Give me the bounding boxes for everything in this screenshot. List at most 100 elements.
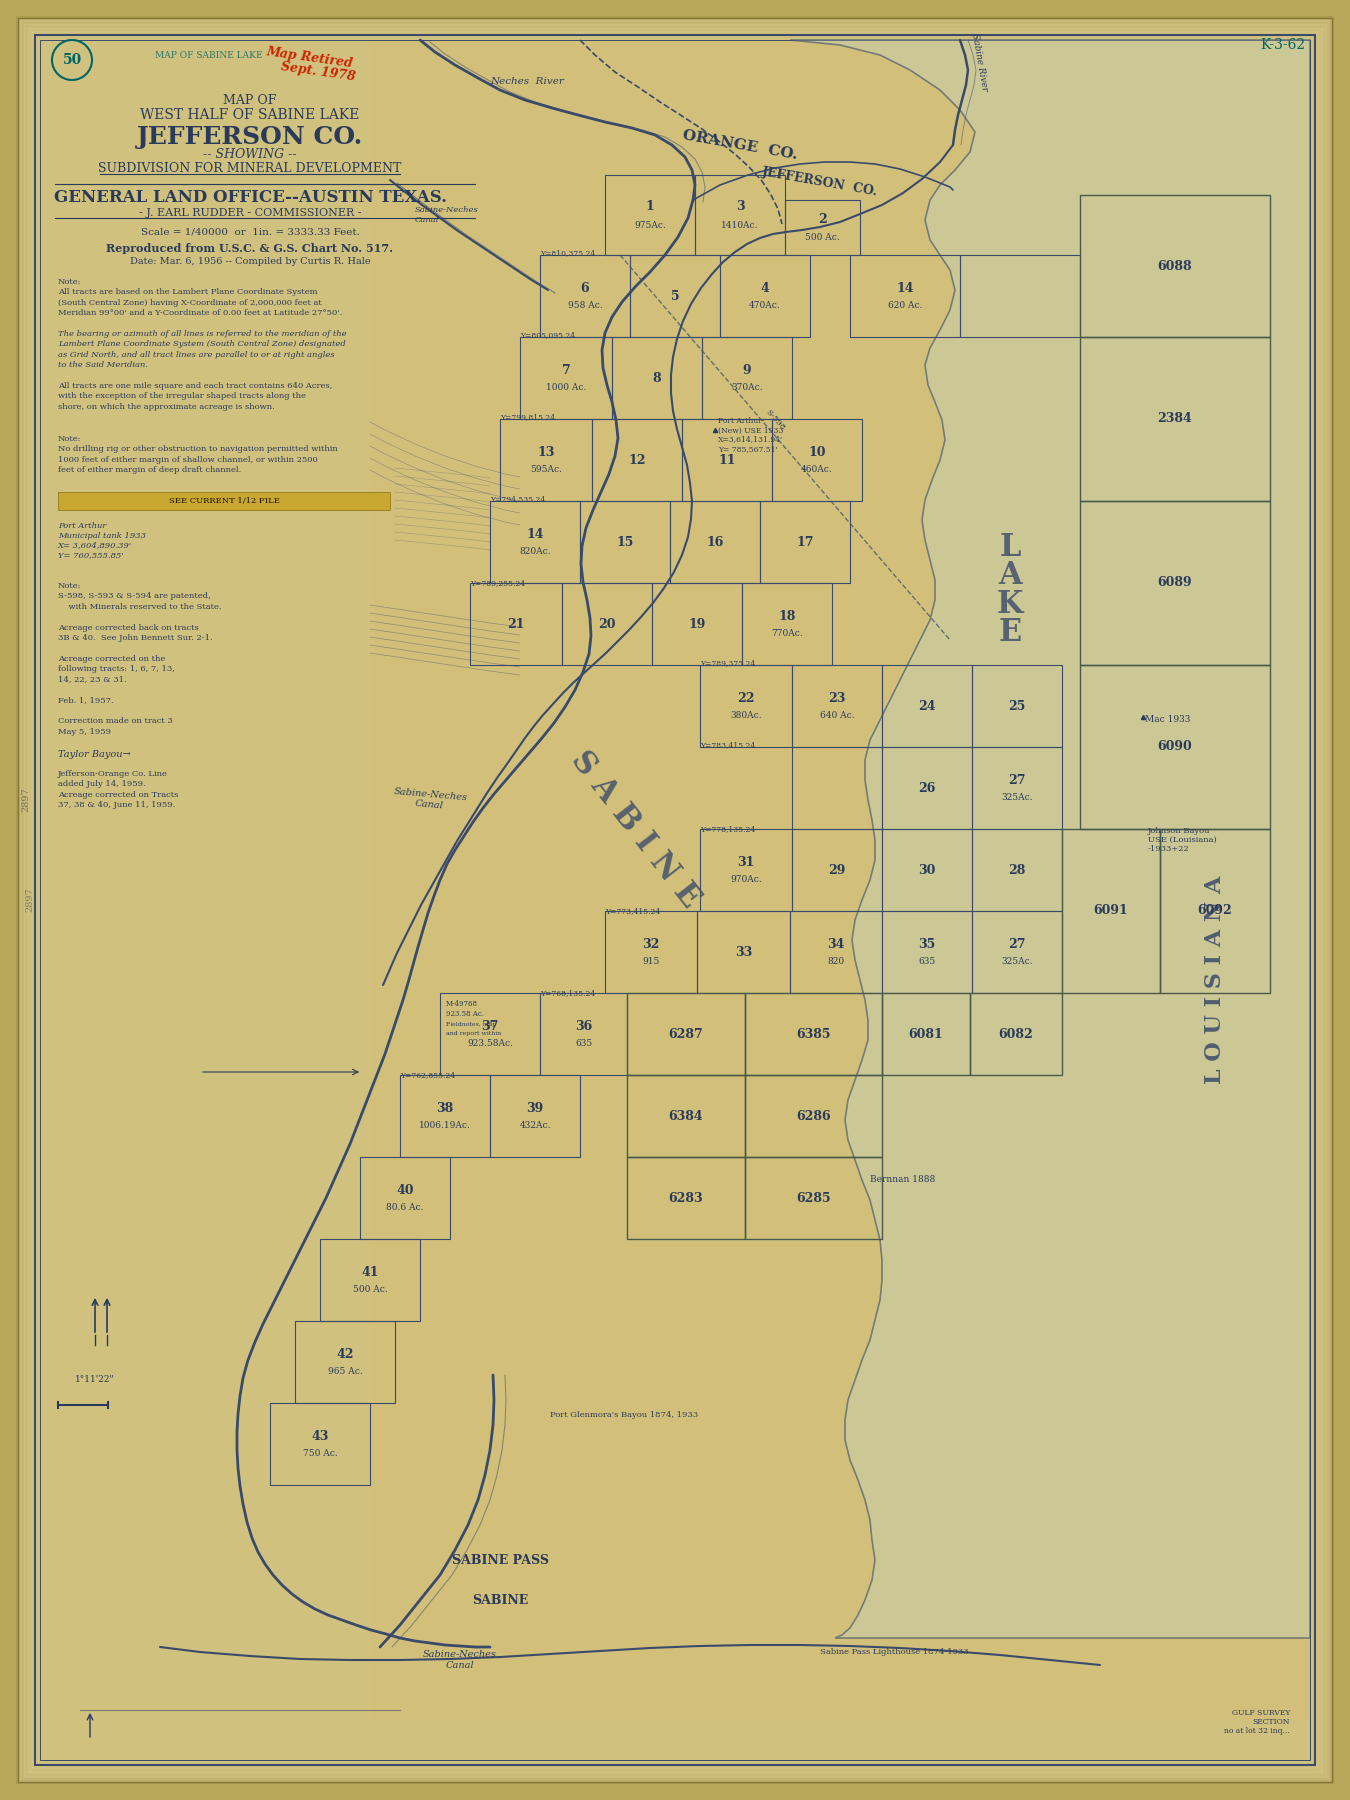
Text: S-598: S-598 <box>764 409 787 432</box>
Text: 10: 10 <box>809 446 826 459</box>
Text: 325Ac.: 325Ac. <box>1002 794 1033 803</box>
Text: GENERAL LAND OFFICE--AUSTIN TEXAS.: GENERAL LAND OFFICE--AUSTIN TEXAS. <box>54 189 447 205</box>
Text: 12: 12 <box>628 454 645 466</box>
Text: 29: 29 <box>829 864 845 877</box>
Text: Mac 1933: Mac 1933 <box>1145 715 1191 724</box>
Text: Note:
All tracts are based on the Lambert Plane Coordinate System
(South Central: Note: All tracts are based on the Lamber… <box>58 277 343 317</box>
Text: Jefferson-Orange Co. Line
added July 14, 1959.
Acreage corrected on Tracts
37, 3: Jefferson-Orange Co. Line added July 14,… <box>58 770 178 810</box>
Text: 6082: 6082 <box>999 1028 1033 1040</box>
Polygon shape <box>58 491 390 509</box>
Text: Y=794,535.24: Y=794,535.24 <box>490 495 545 502</box>
Text: MAP OF SABINE LAKE: MAP OF SABINE LAKE <box>155 50 263 59</box>
Text: 635: 635 <box>918 958 936 967</box>
Text: ORANGE  CO.: ORANGE CO. <box>682 128 799 162</box>
Text: 6287: 6287 <box>668 1028 703 1040</box>
Text: SUBDIVISION FOR MINERAL DEVELOPMENT: SUBDIVISION FOR MINERAL DEVELOPMENT <box>99 162 402 176</box>
Text: 8: 8 <box>652 371 662 385</box>
Text: Y=789,255.24: Y=789,255.24 <box>470 580 525 587</box>
Text: Y=762,855.24: Y=762,855.24 <box>400 1071 455 1078</box>
Text: Port Arthur-
(New) USE 1933
X=3,614,131.94'
Y= 785,567.51': Port Arthur- (New) USE 1933 X=3,614,131.… <box>718 418 783 454</box>
Text: Scale = 1/40000  or  1in. = 3333.33 Feet.: Scale = 1/40000 or 1in. = 3333.33 Feet. <box>140 227 359 236</box>
Text: Fieldnotes, map: Fieldnotes, map <box>446 1022 497 1028</box>
Text: 1°11'22": 1°11'22" <box>76 1375 115 1384</box>
Text: Reproduced from U.S.C. & G.S. Chart No. 517.: Reproduced from U.S.C. & G.S. Chart No. … <box>107 243 393 254</box>
Text: 970Ac.: 970Ac. <box>730 875 761 884</box>
Text: WEST HALF OF SABINE LAKE: WEST HALF OF SABINE LAKE <box>140 108 359 122</box>
Text: JEFFERSON  CO.: JEFFERSON CO. <box>761 166 879 198</box>
Text: 35: 35 <box>918 938 936 950</box>
Text: 6091: 6091 <box>1094 904 1129 918</box>
Text: Y=768,135.24: Y=768,135.24 <box>540 988 595 997</box>
Text: 6092: 6092 <box>1197 904 1233 918</box>
Text: Map Retired: Map Retired <box>266 45 354 70</box>
Text: 6286: 6286 <box>796 1109 830 1123</box>
Text: 41: 41 <box>362 1265 379 1278</box>
Text: 27: 27 <box>1008 774 1026 787</box>
Text: Y=778,135.24: Y=778,135.24 <box>701 824 755 833</box>
Text: Note:
S-598, S-593 & S-594 are patented,
    with Minerals reserved to the State: Note: S-598, S-593 & S-594 are patented,… <box>58 581 221 736</box>
Text: 965 Ac.: 965 Ac. <box>328 1368 362 1377</box>
Text: 15: 15 <box>617 536 633 549</box>
Text: Y=773,415.24: Y=773,415.24 <box>605 907 660 914</box>
Text: Sabine Pass Lighthouse 1874-1933: Sabine Pass Lighthouse 1874-1933 <box>819 1649 969 1656</box>
Text: Y=789,375.24: Y=789,375.24 <box>701 659 755 668</box>
Text: Date: Mar. 6, 1956 -- Compiled by Curtis R. Hale: Date: Mar. 6, 1956 -- Compiled by Curtis… <box>130 257 370 266</box>
Text: Port Arthur
Municipal tank 1933
X= 3,604,890.39'
Y= 760,555.85': Port Arthur Municipal tank 1933 X= 3,604… <box>58 522 146 560</box>
Text: 2897: 2897 <box>26 887 35 913</box>
Text: 33: 33 <box>734 945 752 958</box>
Text: 595Ac.: 595Ac. <box>531 466 562 475</box>
Text: 432Ac.: 432Ac. <box>520 1121 551 1130</box>
Text: Sabine River: Sabine River <box>971 32 990 92</box>
Text: 620 Ac.: 620 Ac. <box>888 301 922 310</box>
Text: Johnson Bayou
USE (Louisiana)
-1933+22: Johnson Bayou USE (Louisiana) -1933+22 <box>1148 826 1216 853</box>
Text: 6081: 6081 <box>909 1028 944 1040</box>
Text: 640 Ac.: 640 Ac. <box>819 711 855 720</box>
Text: 36: 36 <box>575 1019 593 1033</box>
Text: 923.58Ac.: 923.58Ac. <box>467 1040 513 1048</box>
Text: 80.6 Ac.: 80.6 Ac. <box>386 1204 424 1213</box>
Text: 17: 17 <box>796 536 814 549</box>
Text: 4: 4 <box>760 281 770 295</box>
Text: SABINE PASS: SABINE PASS <box>451 1553 548 1566</box>
Text: 26: 26 <box>918 781 936 794</box>
Text: 6384: 6384 <box>668 1109 703 1123</box>
Text: 13: 13 <box>537 446 555 459</box>
Text: 6090: 6090 <box>1157 740 1192 754</box>
Text: Bernnan 1888: Bernnan 1888 <box>869 1175 936 1184</box>
Text: Y=805,095.24: Y=805,095.24 <box>520 331 575 338</box>
Text: JEFFERSON CO.: JEFFERSON CO. <box>136 124 363 149</box>
Text: SABINE: SABINE <box>472 1593 528 1606</box>
Text: 3: 3 <box>736 200 744 214</box>
Polygon shape <box>790 40 1310 1638</box>
Text: 21: 21 <box>508 617 525 630</box>
Text: 770Ac.: 770Ac. <box>771 630 803 639</box>
Text: 1410Ac.: 1410Ac. <box>721 221 759 229</box>
Text: 24: 24 <box>918 700 936 713</box>
Text: 23: 23 <box>829 691 845 704</box>
Text: 22: 22 <box>737 691 755 704</box>
Text: M-49768: M-49768 <box>446 1001 478 1008</box>
Text: 40: 40 <box>397 1184 413 1197</box>
Text: L O U I S I A N A: L O U I S I A N A <box>1204 877 1226 1084</box>
Text: 6088: 6088 <box>1158 259 1192 272</box>
Text: Taylor Bayou→: Taylor Bayou→ <box>58 751 131 760</box>
Text: and report within: and report within <box>446 1031 501 1037</box>
Text: 16: 16 <box>706 536 724 549</box>
Text: SEE CURRENT 1/12 FILE: SEE CURRENT 1/12 FILE <box>169 497 279 506</box>
Text: 39: 39 <box>526 1102 544 1114</box>
Text: Sabine-Neches
Canal: Sabine-Neches Canal <box>414 207 479 223</box>
Text: Y=810,375.24: Y=810,375.24 <box>540 248 595 257</box>
Text: 820Ac.: 820Ac. <box>520 547 551 556</box>
Text: 18: 18 <box>779 610 795 623</box>
Text: 750 Ac.: 750 Ac. <box>302 1449 338 1458</box>
Text: 37: 37 <box>482 1019 498 1033</box>
Text: All tracts are one mile square and each tract contains 640 Acres,
with the excep: All tracts are one mile square and each … <box>58 382 332 410</box>
Text: 11: 11 <box>718 454 736 466</box>
Text: 43: 43 <box>312 1429 328 1442</box>
Text: The bearing or azimuth of all lines is referred to the meridian of the
Lambert P: The bearing or azimuth of all lines is r… <box>58 329 347 369</box>
Text: 460Ac.: 460Ac. <box>801 466 833 475</box>
Text: -- SHOWING --: -- SHOWING -- <box>204 149 297 162</box>
Polygon shape <box>370 40 1310 1721</box>
Text: 31: 31 <box>737 855 755 869</box>
Text: 500 Ac.: 500 Ac. <box>805 232 840 241</box>
